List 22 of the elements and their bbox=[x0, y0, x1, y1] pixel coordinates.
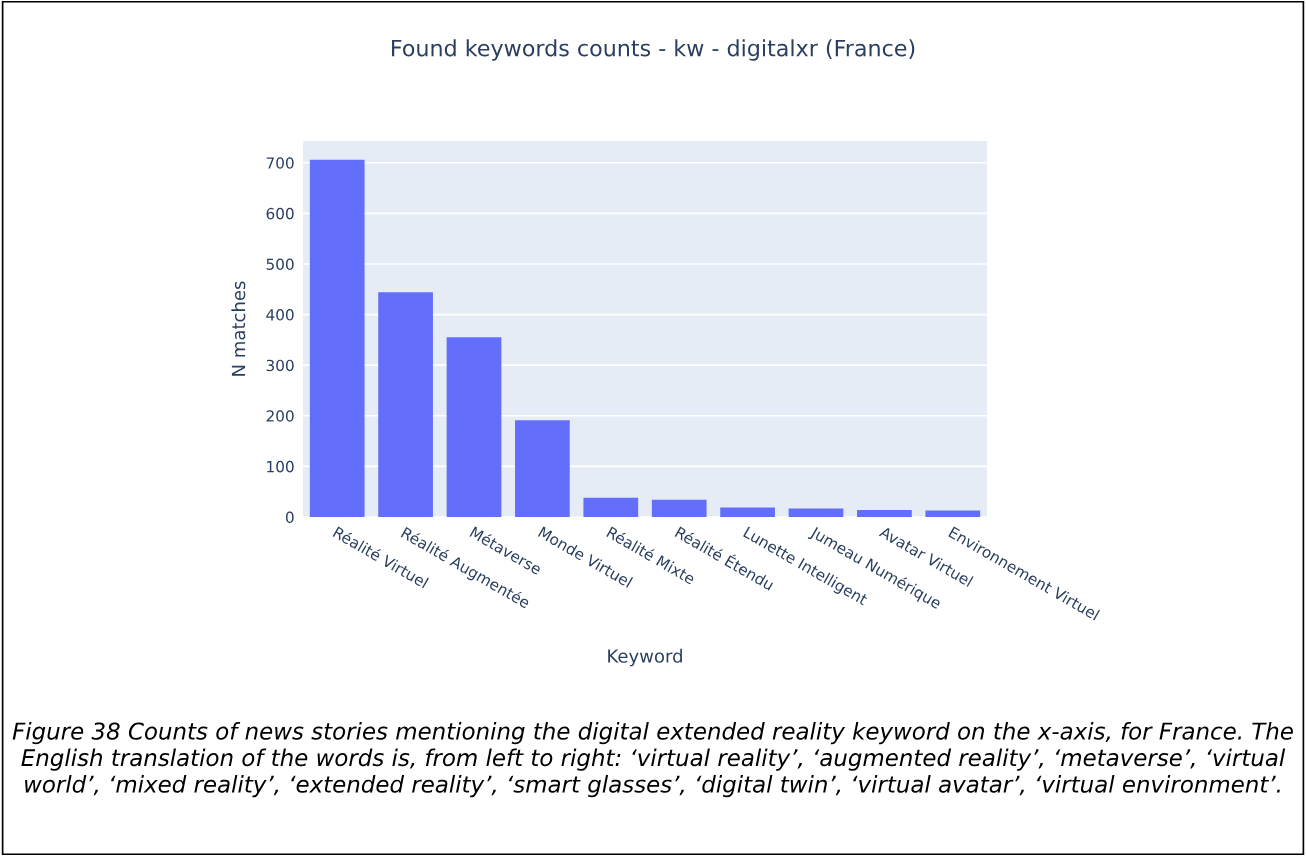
y-tick-label: 600 bbox=[266, 207, 294, 220]
x-axis-title: Keyword bbox=[608, 648, 682, 667]
bar bbox=[788, 508, 844, 517]
bar bbox=[583, 497, 639, 517]
bar bbox=[720, 507, 775, 517]
bar bbox=[446, 337, 502, 517]
bar bbox=[651, 499, 707, 517]
caption: Figure 38 Counts of news stories mentioning the digital extended reality keyword on the x-axis, for France. The English translation of the words is, from left to right: ‘virtual reality’, ‘augmented reality’, ‘metaverse’, ‘virtual world’, ‘mixed reality’, ‘extended reality’, ‘smart glasses’, ‘digital twin’, ‘virtual avatar’, ‘virtual environment’. bbox=[12, 722, 1293, 798]
chart-title: Found keywords counts - kw - digitalxr (France) bbox=[392, 39, 915, 61]
y-tick-label: 300 bbox=[266, 359, 294, 372]
y-axis-title: N matches bbox=[231, 281, 246, 376]
y-tick-label: 100 bbox=[267, 460, 294, 473]
y-tick-label: 200 bbox=[266, 410, 294, 422]
bar bbox=[515, 420, 570, 517]
y-tick-label: 0 bbox=[285, 511, 294, 524]
bar bbox=[378, 292, 433, 517]
bar bbox=[309, 159, 365, 517]
bar bbox=[857, 509, 912, 517]
y-tick-label: 400 bbox=[266, 309, 294, 321]
bar bbox=[925, 510, 981, 517]
y-tick-label: 500 bbox=[266, 258, 294, 270]
y-tick-label: 700 bbox=[266, 157, 294, 169]
